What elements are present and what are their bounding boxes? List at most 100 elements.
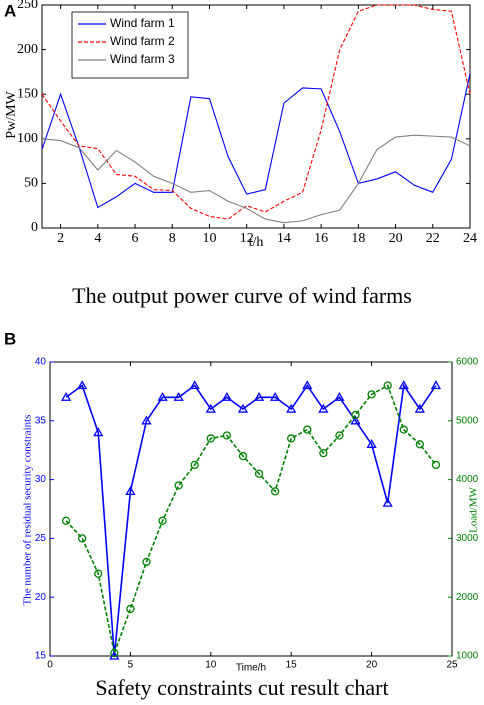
x-tick-label: 8 (169, 231, 176, 246)
x-tick-label: 4 (94, 231, 101, 246)
marker (303, 425, 312, 434)
marker (142, 557, 151, 567)
marker (286, 403, 297, 413)
marker (270, 487, 280, 496)
panel-label: A (4, 1, 16, 20)
y2-tick-label: 5000 (456, 415, 479, 426)
y-tick-label: 250 (17, 0, 38, 12)
marker (77, 380, 88, 390)
legend-label: Wind farm 2 (110, 34, 175, 48)
x-axis-label: t/h (249, 235, 264, 250)
x-tick-label: 2 (57, 231, 64, 246)
marker (302, 380, 313, 390)
y-tick-label: 25 (35, 533, 47, 544)
series-line (41, 4, 471, 220)
marker (157, 391, 168, 401)
marker (237, 403, 249, 413)
x-tick-label: 20 (366, 660, 378, 671)
y-tick-label: 200 (17, 42, 38, 57)
marker (173, 391, 184, 401)
marker (350, 415, 361, 425)
marker (414, 403, 425, 413)
series-line (65, 384, 437, 657)
y-tick-label: 30 (35, 474, 47, 485)
caption: Safety constraints cut result chart (95, 675, 388, 700)
x-tick-label: 14 (277, 231, 291, 246)
marker (190, 460, 199, 470)
marker (110, 648, 119, 658)
marker (319, 448, 328, 458)
marker (367, 390, 376, 399)
marker (221, 391, 233, 401)
y-tick-label: 150 (17, 86, 38, 101)
marker (125, 486, 136, 496)
x-tick-label: 10 (202, 231, 216, 246)
x-axis-label: Time/h (236, 663, 266, 674)
marker (253, 391, 265, 401)
x-tick-label: 6 (132, 231, 139, 246)
y-tick-label: 100 (17, 131, 38, 146)
marker (205, 403, 216, 413)
y2-axis-label: Load/MW (468, 486, 480, 532)
y-tick-label: 35 (35, 415, 47, 426)
legend-label: Wind farm 1 (110, 16, 175, 30)
marker (431, 460, 441, 470)
x-tick-label: 18 (351, 231, 365, 246)
marker (269, 391, 281, 401)
series-line (41, 73, 471, 209)
y2-tick-label: 4000 (456, 474, 479, 485)
marker (334, 391, 345, 401)
x-tick-label: 24 (463, 231, 477, 246)
y-axis-label: The number of residual security constrai… (22, 415, 34, 606)
x-tick-label: 5 (128, 660, 134, 671)
series-line (41, 134, 471, 224)
marker (238, 451, 248, 461)
x-tick-label: 20 (389, 231, 403, 246)
marker (398, 380, 409, 390)
marker (78, 534, 87, 543)
y2-tick-label: 2000 (456, 592, 479, 603)
marker (126, 604, 135, 614)
marker (94, 569, 103, 578)
y2-tick-label: 3000 (456, 533, 479, 544)
marker (254, 469, 264, 478)
x-tick-label: 10 (205, 660, 217, 671)
x-tick-label: 0 (47, 660, 53, 671)
y-tick-label: 15 (35, 651, 47, 662)
marker (206, 434, 215, 443)
y-tick-label: 50 (24, 176, 38, 191)
marker (383, 381, 392, 390)
y-tick-label: 40 (35, 357, 47, 368)
x-tick-label: 25 (446, 660, 458, 671)
x-tick-label: 22 (426, 231, 440, 246)
marker (287, 434, 296, 443)
marker (382, 497, 393, 507)
x-tick-label: 16 (314, 231, 328, 246)
marker (141, 415, 152, 425)
marker (93, 427, 104, 437)
y-axis-label: Pw/MW (4, 90, 19, 138)
y-tick-label: 20 (35, 592, 47, 603)
marker (60, 391, 72, 401)
marker (351, 410, 360, 420)
marker (366, 439, 377, 448)
legend-box (71, 11, 189, 79)
marker (189, 380, 200, 390)
y2-tick-label: 1000 (456, 651, 479, 662)
marker (415, 440, 424, 449)
x-tick-label: 15 (286, 660, 298, 671)
caption: The output power curve of wind farms (72, 283, 412, 308)
y2-tick-label: 6000 (456, 357, 479, 368)
y-tick-label: 0 (31, 220, 38, 235)
marker (430, 380, 442, 390)
marker (399, 425, 408, 434)
panel-label: B (4, 329, 16, 348)
plot-frame (49, 361, 453, 657)
marker (61, 516, 71, 525)
marker (158, 516, 167, 525)
marker (174, 481, 183, 490)
marker (335, 431, 344, 440)
marker (222, 431, 232, 440)
marker (318, 403, 329, 413)
